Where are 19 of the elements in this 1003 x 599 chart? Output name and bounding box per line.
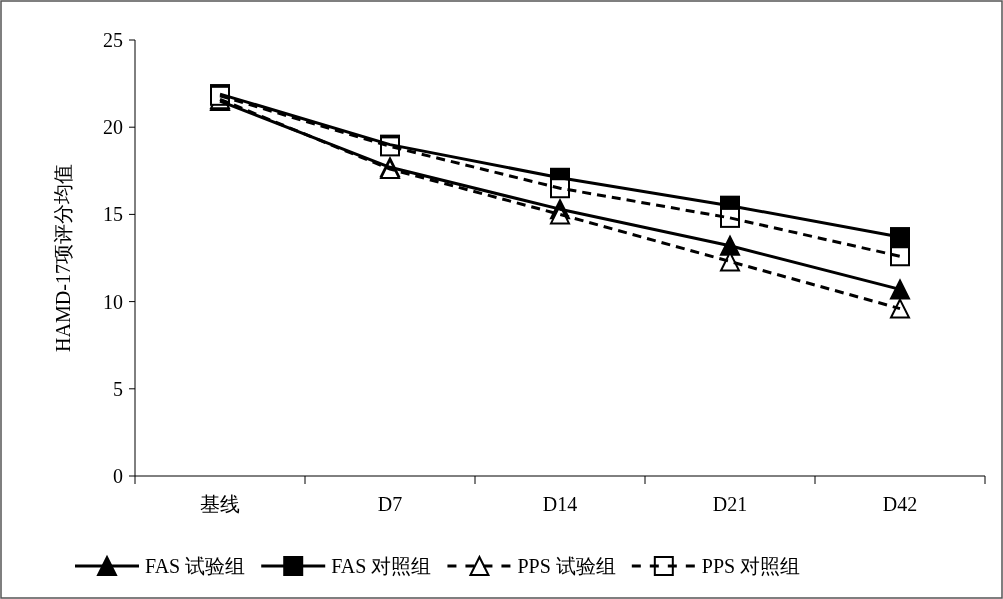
x-tick-label: 基线 <box>200 493 240 515</box>
x-tick-label: D21 <box>712 493 748 515</box>
legend-label: PPS 对照组 <box>701 555 801 577</box>
point <box>890 298 910 319</box>
y-tick-label: 5 <box>113 377 123 400</box>
x-tick-label: D14 <box>542 493 578 515</box>
y-axis-title: HAMD-17项评分均值 <box>52 164 74 352</box>
y-tick-label: 15 <box>103 203 123 226</box>
legend-label: FAS 试验组 <box>145 555 246 577</box>
y-tick-label: 25 <box>103 29 123 51</box>
x-tick-label: D7 <box>377 493 403 515</box>
point <box>890 279 910 300</box>
x-tick-label: D42 <box>882 493 918 515</box>
legend-label: FAS 对照组 <box>331 555 432 577</box>
y-tick-label: 20 <box>103 116 123 139</box>
legend-label: PPS 试验组 <box>517 555 616 577</box>
y-tick-label: 10 <box>103 290 123 313</box>
y-tick-label: 0 <box>113 465 123 487</box>
point <box>890 246 910 267</box>
